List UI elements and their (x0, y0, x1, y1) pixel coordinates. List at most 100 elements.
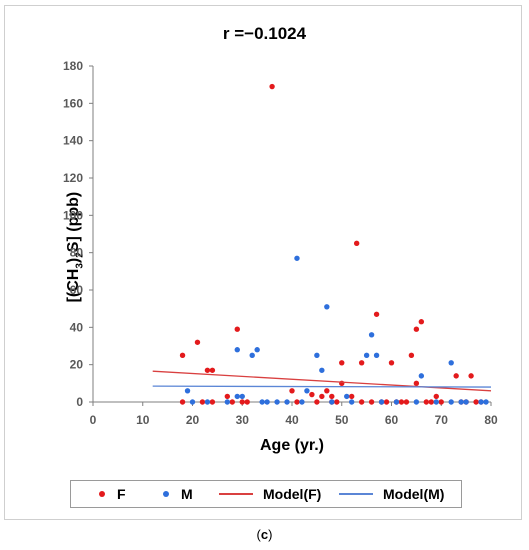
data-point-m (378, 399, 385, 405)
data-point-f (339, 360, 345, 366)
legend-item-model-f: Model(F) (219, 481, 321, 507)
data-point-f (438, 399, 444, 405)
x-tick-label: 40 (285, 413, 299, 427)
data-point-m (463, 399, 469, 405)
data-point-f (294, 399, 300, 405)
chart-title: r =−0.1024 (222, 24, 307, 43)
x-axis-label: Age (yr.) (259, 437, 324, 454)
y-tick-label: 80 (70, 246, 84, 260)
data-point-m (304, 388, 310, 394)
data-point-m (284, 399, 290, 405)
data-point-m (363, 352, 370, 359)
data-point-f (349, 393, 355, 400)
data-point-m (184, 388, 191, 394)
data-point-m (413, 399, 420, 405)
legend-item-m: M (163, 481, 193, 507)
data-point-f (358, 399, 365, 405)
x-tick-label: 10 (136, 413, 150, 427)
data-point-f (269, 83, 275, 90)
data-point-m (418, 373, 425, 379)
legend-line-model-f (219, 493, 253, 495)
data-point-f (368, 399, 375, 405)
data-point-m (234, 393, 240, 400)
data-point-f (433, 393, 439, 400)
y-tick-label: 140 (63, 134, 83, 148)
data-point-f (234, 326, 240, 332)
x-tick-label: 30 (236, 413, 250, 427)
data-point-m (314, 352, 320, 359)
data-point-m (483, 399, 489, 405)
x-tick-label: 20 (186, 413, 200, 427)
data-point-m (294, 255, 300, 261)
data-point-m (204, 399, 211, 405)
caption-open: ( (256, 527, 261, 542)
data-point-f (423, 399, 430, 405)
data-point-f (468, 373, 474, 379)
data-point-f (413, 380, 420, 387)
figure-caption: (c) (0, 527, 529, 542)
data-point-m (274, 399, 280, 405)
data-point-f (224, 393, 231, 400)
data-point-f (403, 399, 410, 405)
x-tick-label: 60 (385, 413, 399, 427)
legend-label-m: M (181, 486, 193, 502)
data-point-f (229, 399, 235, 405)
legend-label-f: F (117, 486, 126, 502)
data-point-m (299, 399, 305, 405)
y-tick-label: 0 (76, 395, 83, 409)
data-point-m (234, 347, 240, 353)
data-point-f (319, 393, 325, 400)
x-tick-label: 70 (435, 413, 449, 427)
caption-letter: c (260, 527, 269, 542)
legend-item-f: F (99, 481, 126, 507)
data-point-m (393, 399, 400, 405)
y-tick-label: 180 (63, 59, 83, 73)
data-point-f (289, 388, 295, 394)
data-point-m (373, 352, 380, 359)
data-point-m (344, 393, 350, 400)
data-point-m (433, 399, 439, 405)
data-point-f (398, 399, 405, 405)
data-point-m (349, 399, 355, 405)
data-point-f (204, 367, 211, 373)
data-point-m (448, 360, 454, 366)
data-point-f (179, 352, 186, 359)
y-tick-label: 60 (70, 283, 84, 297)
data-point-f (199, 399, 206, 405)
chart-frame (4, 5, 522, 520)
data-point-f (428, 399, 434, 405)
y-tick-label: 120 (63, 171, 83, 185)
data-point-f (209, 399, 216, 405)
caption-close: ) (268, 527, 273, 542)
data-point-m (254, 347, 260, 353)
data-point-f (309, 391, 315, 398)
data-point-f (473, 399, 479, 405)
data-point-f (383, 399, 390, 405)
data-point-f (358, 360, 365, 366)
data-point-m (259, 399, 265, 405)
legend-label-model-f: Model(F) (263, 486, 322, 502)
data-point-m (264, 399, 270, 405)
data-point-f (373, 311, 380, 317)
data-point-m (224, 399, 231, 405)
y-tick-label: 40 (70, 320, 84, 334)
data-point-f (334, 399, 340, 405)
data-point-f (388, 360, 395, 366)
data-point-m (478, 399, 484, 405)
legend-label-model-m: Model(M) (383, 486, 445, 502)
data-point-f (179, 399, 186, 405)
data-point-f (453, 373, 459, 379)
data-point-m (189, 399, 196, 405)
data-point-f (324, 388, 330, 394)
data-point-f (329, 393, 335, 400)
data-point-f (408, 352, 415, 359)
y-tick-label: 100 (63, 208, 83, 222)
trend-line-model-m (152, 385, 492, 388)
x-tick-label: 50 (335, 413, 349, 427)
data-point-f (413, 326, 420, 332)
data-point-m (448, 399, 454, 405)
data-point-f (209, 367, 216, 373)
data-point-m (329, 399, 335, 405)
data-point-f (418, 319, 425, 325)
data-point-f (239, 399, 245, 405)
